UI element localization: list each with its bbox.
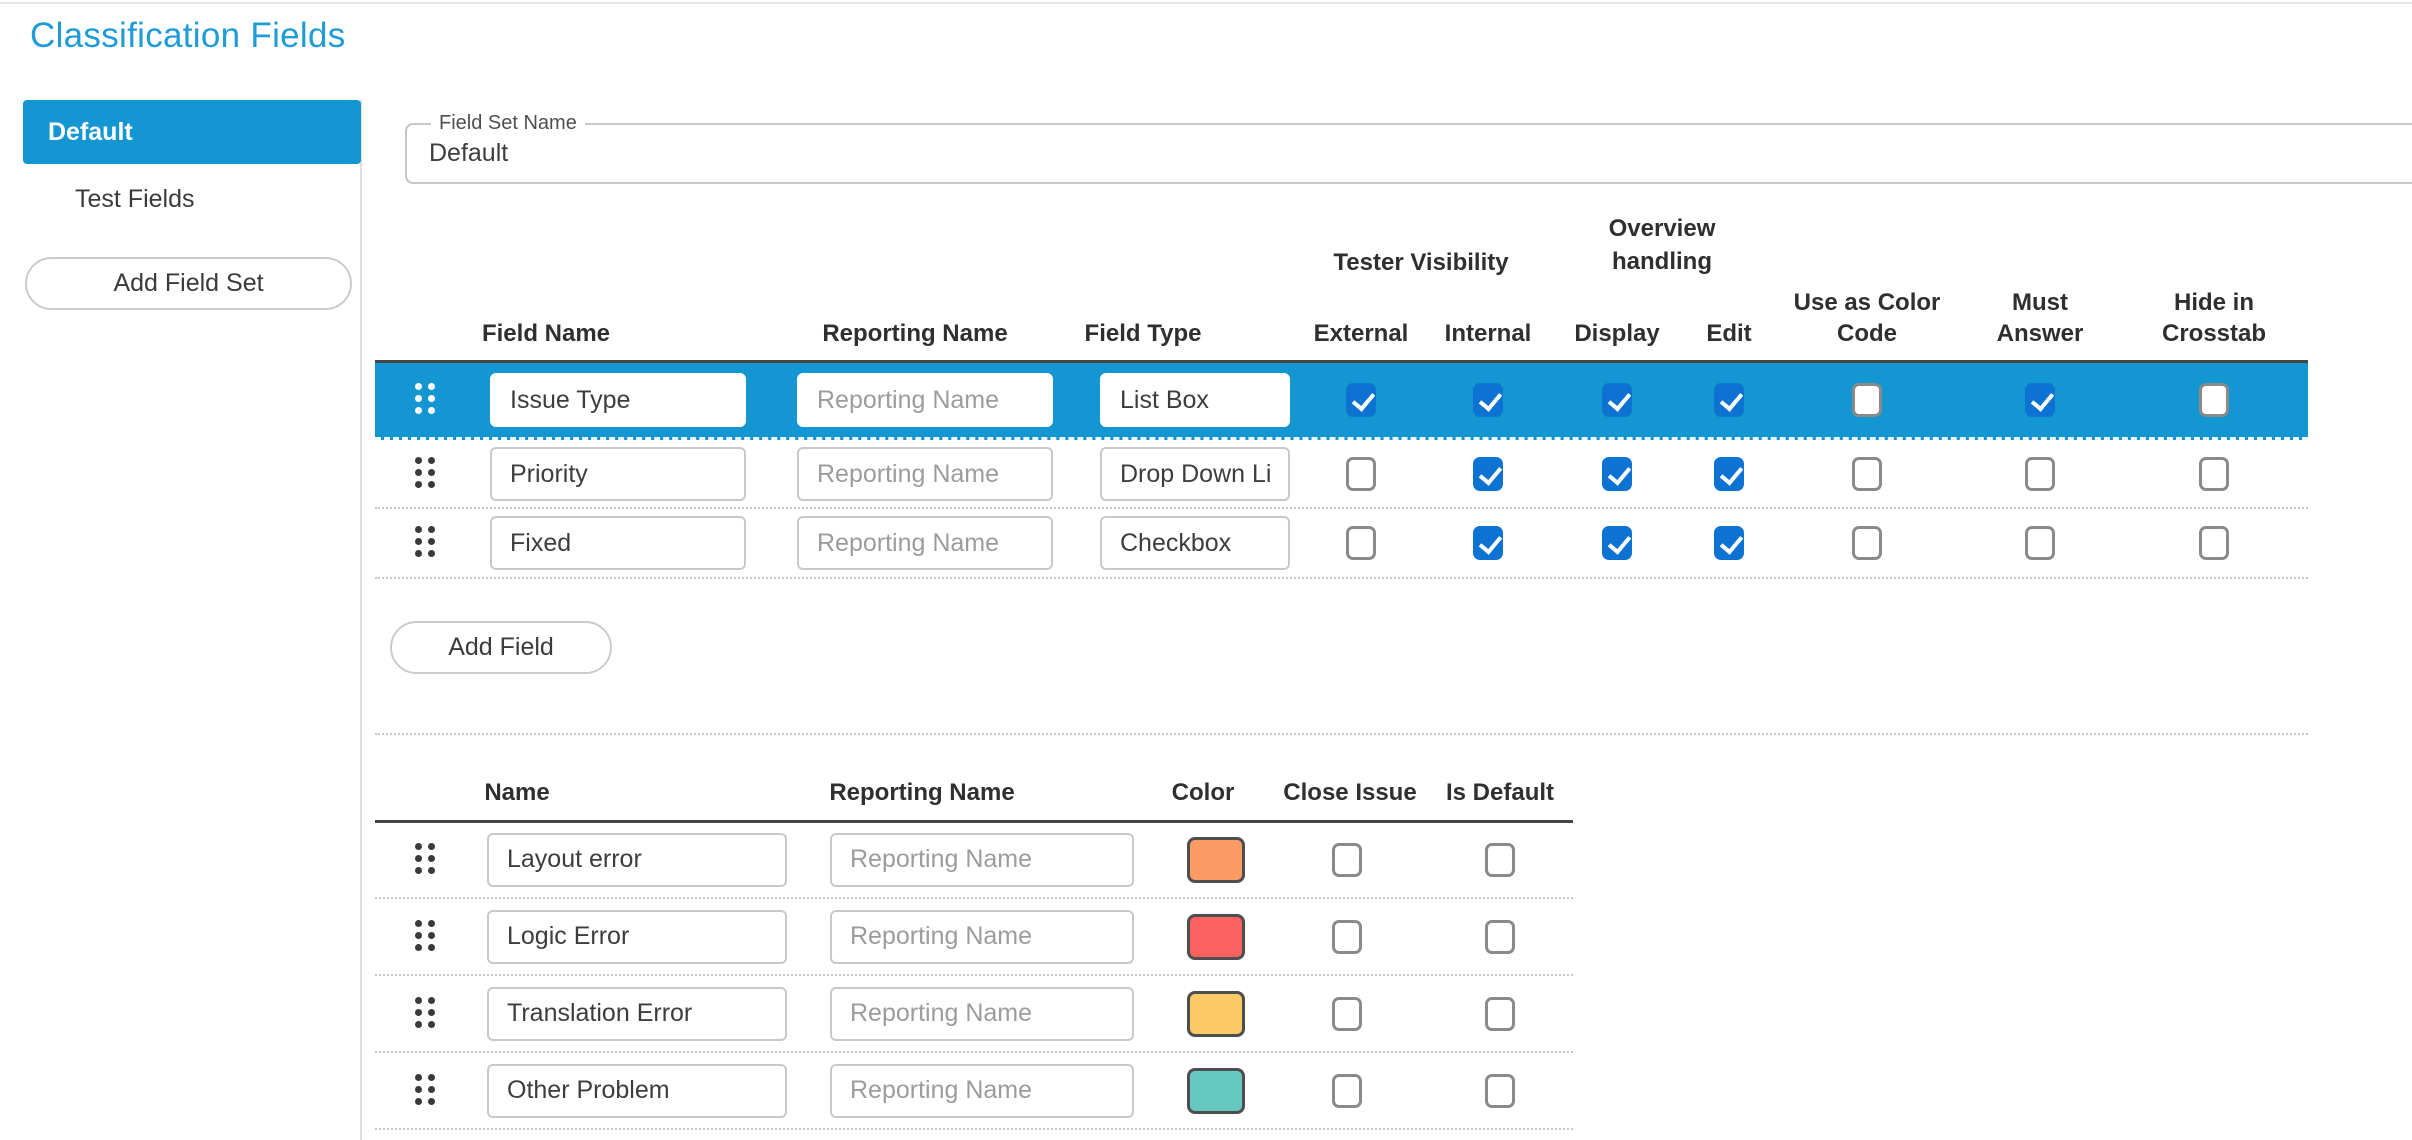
field-set-name-field[interactable]: Field Set Name Default bbox=[405, 112, 2412, 184]
checkbox-close-issue[interactable] bbox=[1332, 996, 1362, 1031]
row-separator bbox=[375, 577, 2308, 579]
column-header-display: Display bbox=[1574, 320, 1660, 347]
sidebar-item-label: Test Fields bbox=[75, 184, 195, 213]
table-row-priority[interactable] bbox=[375, 440, 2308, 508]
reporting-name-input[interactable] bbox=[830, 832, 1134, 887]
table-row-fixed[interactable] bbox=[375, 509, 2308, 577]
value-name-input[interactable] bbox=[487, 1063, 787, 1118]
checkbox-close-issue[interactable] bbox=[1332, 919, 1362, 954]
reporting-name-input[interactable] bbox=[830, 1063, 1134, 1118]
reporting-name-input[interactable] bbox=[830, 986, 1134, 1041]
reporting-name-input[interactable] bbox=[797, 373, 1053, 427]
checkbox-edit[interactable] bbox=[1714, 383, 1744, 417]
add-field-set-button[interactable]: Add Field Set bbox=[25, 257, 352, 310]
checkbox-use-as-color-code[interactable] bbox=[1852, 457, 1882, 491]
table-row-logic-error[interactable] bbox=[375, 899, 1573, 976]
value-name-input[interactable] bbox=[487, 986, 787, 1041]
checkbox-internal[interactable] bbox=[1473, 526, 1503, 560]
sidebar-item-test-fields[interactable]: Test Fields bbox=[23, 164, 361, 234]
column-header-color: Color bbox=[1171, 779, 1235, 806]
column-header-edit: Edit bbox=[1706, 320, 1752, 347]
drag-handle-icon[interactable] bbox=[415, 457, 439, 491]
group-header-overview-handling: Overview handling bbox=[1608, 215, 1716, 275]
column-header-external: External bbox=[1313, 320, 1409, 347]
drag-handle-icon[interactable] bbox=[415, 1073, 439, 1108]
reporting-name-input[interactable] bbox=[830, 909, 1134, 964]
group-header-tester-visibility: Tester Visibility bbox=[1333, 249, 1509, 276]
drag-handle-icon[interactable] bbox=[415, 842, 439, 877]
column-header-is-default: Is Default bbox=[1445, 779, 1555, 806]
reporting-name-input[interactable] bbox=[797, 447, 1053, 501]
top-divider bbox=[0, 2, 2412, 4]
field-name-input[interactable] bbox=[490, 373, 746, 427]
checkbox-internal[interactable] bbox=[1473, 383, 1503, 417]
table-row-issue-type[interactable] bbox=[375, 363, 2308, 440]
checkbox-display[interactable] bbox=[1602, 383, 1632, 417]
field-type-input[interactable] bbox=[1100, 447, 1290, 501]
reporting-name-input[interactable] bbox=[797, 516, 1053, 570]
sidebar-divider bbox=[360, 100, 362, 1140]
table-row-other-problem[interactable] bbox=[375, 1053, 1573, 1130]
field-name-input[interactable] bbox=[490, 447, 746, 501]
drag-handle-icon[interactable] bbox=[415, 996, 439, 1031]
column-header-must-answer: Must Answer bbox=[1996, 289, 2084, 347]
page-title: Classification Fields bbox=[30, 16, 346, 55]
checkbox-edit[interactable] bbox=[1714, 526, 1744, 560]
field-set-name-value[interactable]: Default bbox=[429, 139, 509, 167]
checkbox-external[interactable] bbox=[1346, 526, 1376, 560]
checkbox-hide-in-crosstab[interactable] bbox=[2199, 457, 2229, 491]
checkbox-display[interactable] bbox=[1602, 457, 1632, 491]
checkbox-is-default[interactable] bbox=[1485, 996, 1515, 1031]
checkbox-close-issue[interactable] bbox=[1332, 1073, 1362, 1108]
checkbox-external[interactable] bbox=[1346, 457, 1376, 491]
checkbox-is-default[interactable] bbox=[1485, 842, 1515, 877]
column-header-field-type: Field Type bbox=[1084, 320, 1202, 347]
add-field-button[interactable]: Add Field bbox=[390, 621, 612, 674]
color-swatch[interactable] bbox=[1187, 913, 1245, 960]
sidebar-item-label: Default bbox=[48, 117, 133, 146]
column-header-reporting-name: Reporting Name bbox=[822, 320, 1008, 347]
drag-handle-icon[interactable] bbox=[415, 383, 439, 417]
column-header-hide-in-crosstab: Hide in Crosstab bbox=[2161, 289, 2267, 347]
checkbox-is-default[interactable] bbox=[1485, 1073, 1515, 1108]
checkbox-use-as-color-code[interactable] bbox=[1852, 383, 1882, 417]
field-name-input[interactable] bbox=[490, 516, 746, 570]
table-row-translation-error[interactable] bbox=[375, 976, 1573, 1053]
checkbox-use-as-color-code[interactable] bbox=[1852, 526, 1882, 560]
checkbox-hide-in-crosstab[interactable] bbox=[2199, 383, 2229, 417]
values-table-header-rule bbox=[375, 820, 1573, 823]
fields-table-header-rule bbox=[375, 360, 2308, 363]
column-header-close-issue: Close Issue bbox=[1283, 779, 1417, 806]
column-header-reporting-name: Reporting Name bbox=[829, 779, 1015, 806]
column-header-use-as-color-code: Use as Color Code bbox=[1793, 289, 1941, 347]
table-row-layout-error[interactable] bbox=[375, 822, 1573, 899]
field-set-name-label: Field Set Name bbox=[439, 112, 577, 134]
checkbox-external[interactable] bbox=[1346, 383, 1376, 417]
drag-handle-icon[interactable] bbox=[415, 526, 439, 560]
checkbox-must-answer[interactable] bbox=[2025, 526, 2055, 560]
checkbox-must-answer[interactable] bbox=[2025, 383, 2055, 417]
row-separator bbox=[375, 507, 2308, 509]
column-header-field-name: Field Name bbox=[481, 320, 611, 347]
checkbox-edit[interactable] bbox=[1714, 457, 1744, 491]
checkbox-must-answer[interactable] bbox=[2025, 457, 2055, 491]
value-name-input[interactable] bbox=[487, 909, 787, 964]
checkbox-close-issue[interactable] bbox=[1332, 842, 1362, 877]
checkbox-is-default[interactable] bbox=[1485, 919, 1515, 954]
color-swatch[interactable] bbox=[1187, 836, 1245, 883]
sidebar-item-default[interactable]: Default bbox=[23, 100, 361, 164]
color-swatch[interactable] bbox=[1187, 1067, 1245, 1114]
section-separator bbox=[375, 733, 2308, 735]
field-type-input[interactable] bbox=[1100, 373, 1290, 427]
field-type-input[interactable] bbox=[1100, 516, 1290, 570]
checkbox-hide-in-crosstab[interactable] bbox=[2199, 526, 2229, 560]
color-swatch[interactable] bbox=[1187, 990, 1245, 1037]
checkbox-internal[interactable] bbox=[1473, 457, 1503, 491]
column-header-internal: Internal bbox=[1444, 320, 1532, 347]
checkbox-display[interactable] bbox=[1602, 526, 1632, 560]
drag-handle-icon[interactable] bbox=[415, 919, 439, 954]
column-header-name: Name bbox=[484, 779, 550, 806]
value-name-input[interactable] bbox=[487, 832, 787, 887]
